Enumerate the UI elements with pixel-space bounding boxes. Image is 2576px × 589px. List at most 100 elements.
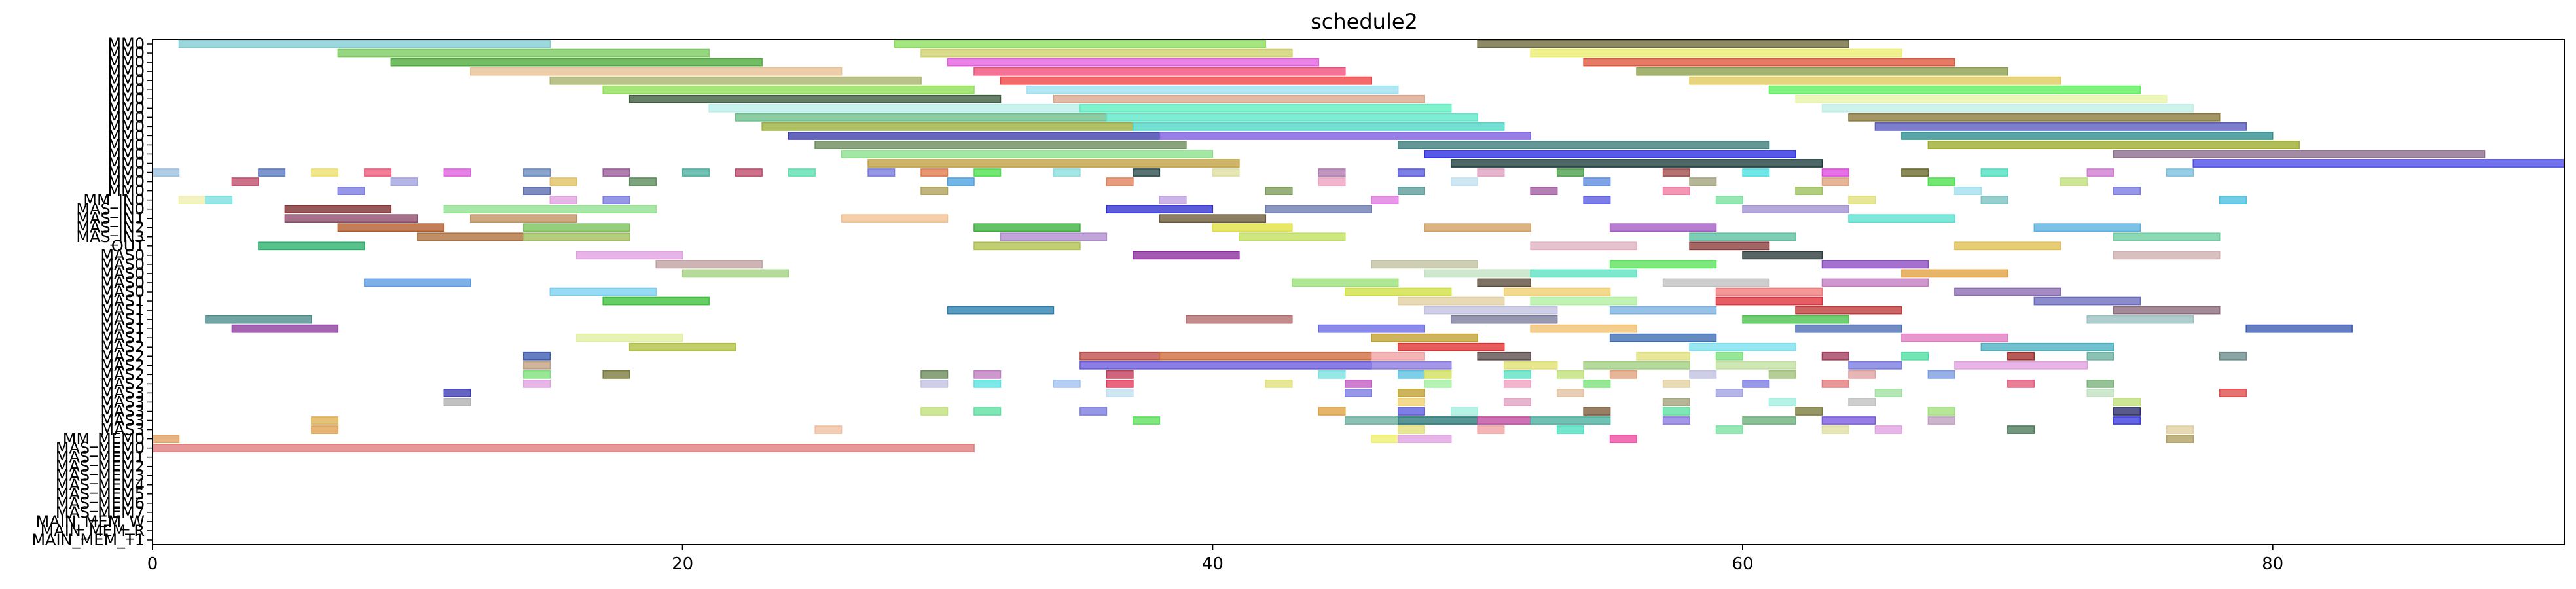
task-bar (1901, 333, 2008, 342)
task-bar (337, 48, 710, 58)
task-bar (1662, 398, 1690, 406)
task-bar (1980, 168, 2008, 177)
task-bar (1874, 122, 2247, 131)
task-bar (231, 324, 339, 333)
y-tick-label: MAS_MEM2 (56, 457, 145, 476)
task-bar (1901, 168, 1929, 177)
task-bar (1662, 278, 1770, 287)
task-bar (1927, 370, 1955, 379)
task-bar (1609, 370, 1637, 379)
task-bar (2113, 150, 2486, 158)
task-bar (1662, 416, 1690, 425)
task-bar (1848, 398, 1876, 406)
task-bar (1715, 389, 1743, 397)
task-bar (1768, 370, 1796, 379)
task-bar (602, 196, 630, 205)
task-bar (973, 67, 1346, 76)
x-tick-label: 0 (147, 554, 158, 574)
task-bar (735, 113, 1108, 122)
task-bar (1292, 278, 1399, 287)
task-bar (1954, 187, 1982, 195)
task-bar (1662, 407, 1690, 416)
task-bar (1530, 241, 1637, 251)
y-tick-label: MAS_MEM6 (56, 494, 145, 512)
task-bar (1768, 398, 1796, 406)
task-bar (1742, 379, 1770, 388)
task-bar (2060, 177, 2088, 186)
y-tick-label: MAS2 (100, 338, 145, 356)
task-bar (1848, 113, 2221, 122)
task-bar (1477, 278, 1531, 287)
task-bar (1424, 306, 1558, 315)
task-bar (681, 168, 710, 177)
task-bar (1927, 141, 2300, 149)
y-tick-label: MAIN_MEM_W (36, 512, 145, 531)
task-bar (1742, 251, 1823, 260)
task-bar (1662, 187, 1690, 195)
task-bar (1848, 214, 1955, 223)
task-bar (814, 141, 1187, 149)
task-bar (1980, 342, 2114, 351)
y-tick-label: MAS_MEM0 (56, 439, 145, 457)
task-bar (947, 177, 975, 186)
task-bar (1265, 205, 1372, 214)
y-tick-label: MM0 (107, 62, 145, 80)
task-bar (1901, 351, 1929, 361)
task-bar (1795, 407, 1823, 416)
task-bar (523, 379, 551, 388)
task-bar (1133, 122, 1505, 131)
task-bar (1636, 351, 1690, 361)
task-bar (1954, 241, 2061, 251)
task-bar (205, 315, 312, 324)
task-bar (1371, 333, 1478, 342)
y-tick-label: OUT (111, 237, 145, 255)
task-bar (1318, 168, 1346, 177)
task-bar (2113, 187, 2141, 195)
task-bar (523, 370, 551, 379)
task-bar (1715, 351, 1743, 361)
task-bar (390, 177, 418, 186)
task-bar (1397, 398, 1425, 406)
task-bar (364, 278, 471, 287)
y-tick-label: MAS3 (100, 384, 145, 402)
y-tick-label: MM0 (107, 117, 145, 135)
task-bar (2086, 315, 2194, 324)
task-bar (602, 296, 710, 306)
task-bar (1159, 214, 1267, 223)
y-tick-label: MAS1 (100, 319, 145, 338)
y-tick-label: MAS2 (100, 374, 145, 393)
task-bar (2113, 251, 2221, 260)
task-bar (973, 241, 1081, 251)
task-bar (2007, 379, 2035, 388)
task-bar (2033, 296, 2141, 306)
task-bar (1053, 94, 1425, 103)
task-bar (1742, 416, 1796, 425)
task-bar (2245, 324, 2353, 333)
y-tick-label: MM0 (107, 99, 145, 117)
task-bar (1397, 407, 1425, 416)
task-bar (1715, 287, 1823, 296)
task-bar (1530, 296, 1637, 306)
task-bar (1583, 177, 1611, 186)
task-bar (1212, 223, 1293, 232)
task-bar (1106, 177, 1134, 186)
task-bar (973, 168, 1002, 177)
task-bar (443, 168, 471, 177)
task-bar (1742, 168, 1770, 177)
task-bar (1821, 425, 1849, 434)
y-tick-label: MAS3 (100, 393, 145, 411)
task-bar (1106, 113, 1478, 122)
task-bar (1795, 94, 2168, 103)
task-bar (523, 223, 630, 232)
task-bar (390, 58, 763, 67)
task-bar (1556, 389, 1584, 397)
task-bar (1848, 361, 1902, 370)
task-bar (1503, 287, 1611, 296)
task-bar (1133, 168, 1161, 177)
task-bar (1583, 58, 1955, 67)
task-bar (2166, 168, 2194, 177)
task-bar (1477, 351, 1531, 361)
task-bar (205, 196, 233, 205)
task-bar (1795, 306, 1902, 315)
task-bar (1609, 333, 1717, 342)
